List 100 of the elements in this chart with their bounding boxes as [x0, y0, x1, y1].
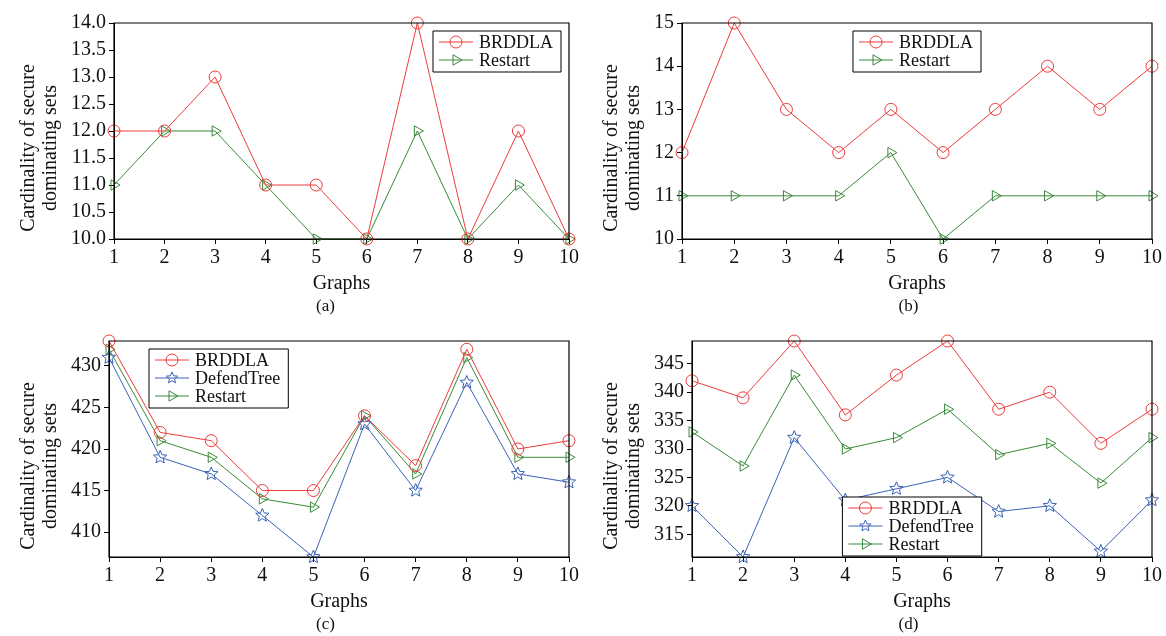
point	[408, 483, 423, 497]
point	[1148, 190, 1159, 202]
y-tick-label: 11.0	[71, 172, 106, 195]
y-tick-label: 12.0	[71, 118, 106, 141]
point	[1043, 385, 1057, 399]
y-tick-label: 10.0	[71, 226, 106, 249]
point	[105, 343, 116, 355]
text: (c)	[315, 614, 336, 634]
x-tick-label: 4	[257, 563, 268, 586]
point	[312, 233, 323, 245]
point	[675, 146, 689, 160]
point	[413, 125, 424, 137]
x-tick-label: 8	[462, 245, 473, 268]
point	[685, 374, 699, 388]
x-tick-label: 6	[359, 563, 370, 586]
x-tick-label: 1	[109, 245, 119, 268]
y-tick-label: 12	[654, 139, 674, 162]
point	[306, 484, 320, 498]
point	[258, 493, 269, 505]
point	[779, 102, 793, 116]
x-tick-label: 3	[781, 245, 792, 268]
legend-label: Restart	[195, 385, 246, 406]
x-tick-label: 8	[461, 563, 472, 586]
y-tick-label: 330	[654, 436, 684, 459]
legend-label: Restart	[479, 49, 530, 70]
point	[892, 431, 903, 444]
x-tick-label: 5	[891, 563, 902, 586]
point	[510, 466, 526, 481]
x-tick-label: 9	[1094, 245, 1105, 268]
point	[787, 430, 802, 444]
point	[782, 190, 793, 202]
legend-label: DefendTree	[888, 515, 974, 536]
point	[357, 416, 372, 431]
point	[410, 16, 424, 30]
x-axis-title: Graphs	[312, 271, 371, 295]
point	[561, 474, 577, 489]
x-tick-label: 4	[260, 245, 271, 268]
point	[156, 435, 167, 447]
x-tick-label: 9	[512, 563, 523, 586]
y-tick-label: 10.5	[71, 199, 106, 222]
x-tick-label: 7	[410, 563, 421, 586]
x-axis-title: Graphs	[893, 589, 952, 613]
y-tick-label: 12.5	[71, 91, 106, 114]
point	[787, 334, 801, 348]
point	[153, 425, 167, 439]
x-tick-label: 7	[990, 245, 1001, 268]
y-tick-label: 320	[654, 493, 684, 516]
y-axis-title: Cardinality of secure dominating sets	[16, 64, 60, 232]
point	[309, 178, 323, 192]
x-tick-label: 1	[687, 563, 697, 586]
point	[463, 351, 474, 364]
point	[208, 70, 222, 84]
point	[110, 179, 121, 191]
point	[730, 190, 741, 202]
y-tick-label: 11.5	[71, 145, 106, 168]
y-tick-label: 425	[71, 394, 101, 417]
y-tick-label: 14	[654, 53, 674, 76]
y-tick-label: 14.0	[71, 10, 106, 33]
x-tick-label: 4	[833, 245, 844, 268]
x-tick-label: 10	[1142, 563, 1162, 586]
legend-label: BRDDLA	[899, 31, 974, 52]
point	[1046, 437, 1057, 450]
point	[255, 507, 270, 522]
y-tick-label: 13.5	[71, 37, 106, 60]
x-tick-label: 5	[885, 245, 896, 268]
point	[562, 434, 576, 448]
point	[739, 460, 750, 472]
x-tick-label: 8	[1042, 245, 1053, 268]
x-tick-label: 4	[840, 563, 851, 586]
y-tick-label: 11	[654, 183, 674, 206]
point	[211, 125, 222, 137]
text: (a)	[315, 296, 336, 316]
point	[790, 369, 801, 381]
x-axis-title: Graphs	[888, 271, 947, 295]
point	[688, 426, 699, 438]
point	[460, 342, 474, 356]
y-tick-label: 325	[654, 464, 684, 487]
legend-label: Restart	[888, 533, 940, 554]
point	[152, 449, 168, 464]
legend-label: BRDDLA	[479, 31, 554, 52]
point	[1097, 477, 1108, 489]
y-tick-label: 13	[654, 96, 674, 119]
legend-label: Restart	[899, 49, 950, 70]
y-tick-label: 315	[654, 521, 684, 544]
x-tick-label: 3	[210, 245, 221, 268]
point	[941, 334, 955, 348]
point	[511, 124, 525, 138]
y-axis-title: Cardinality of secure dominating sets	[599, 382, 643, 550]
y-tick-label: 345	[654, 350, 684, 373]
x-tick-label: 6	[361, 245, 372, 268]
x-tick-label: 2	[729, 245, 740, 268]
point	[735, 549, 751, 564]
point	[102, 334, 116, 348]
x-tick-label: 10	[1142, 245, 1162, 268]
point	[835, 190, 846, 202]
x-tick-label: 2	[159, 245, 170, 268]
point	[1093, 543, 1109, 558]
text: (d)	[897, 614, 920, 634]
y-tick-label: 15	[654, 10, 674, 33]
x-tick-label: 8	[1044, 563, 1055, 586]
